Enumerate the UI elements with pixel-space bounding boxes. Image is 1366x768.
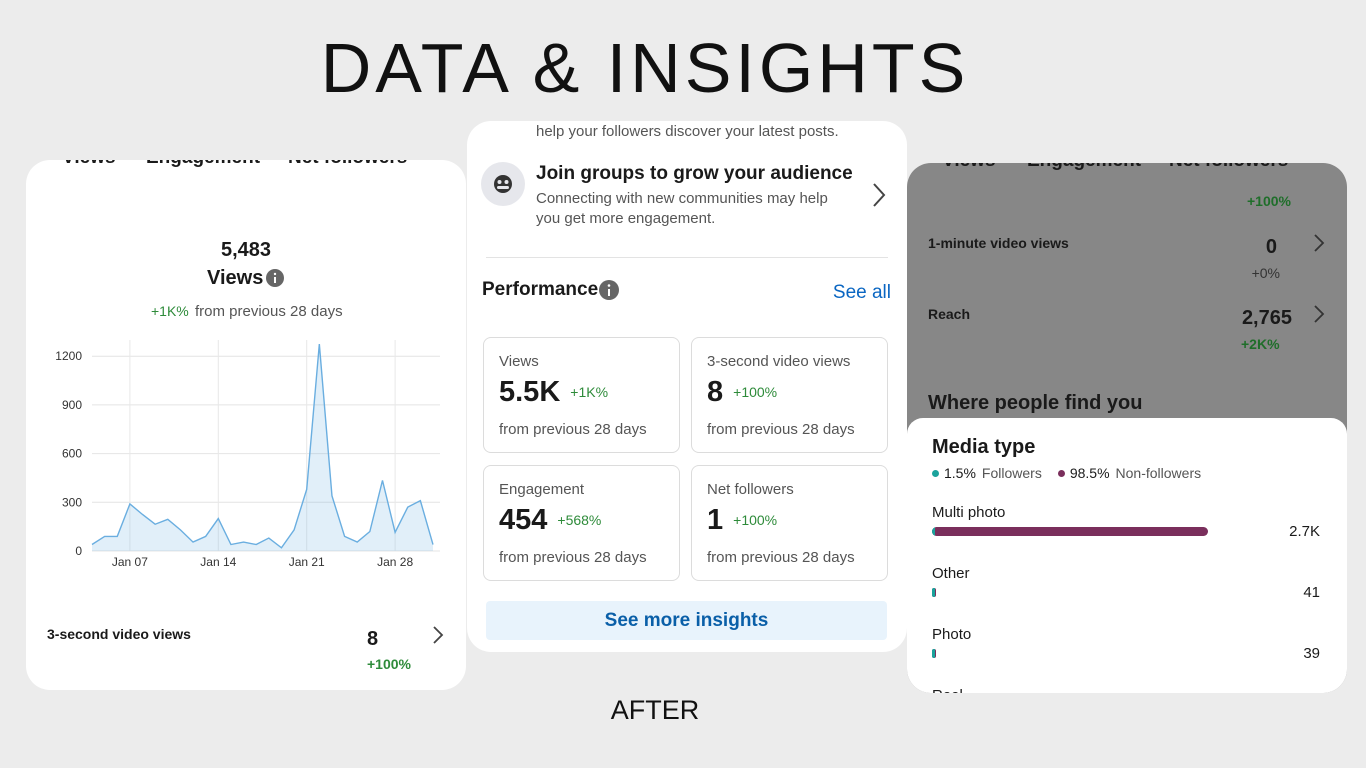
stat-tile: Views 5.5K +1K% from previous 28 days <box>483 337 680 453</box>
change-note: from previous 28 days <box>195 303 343 320</box>
tip-text: Connecting with new communities may help… <box>536 190 828 227</box>
tab[interactable]: Net followers <box>288 160 407 169</box>
media-card: Views Engagement Net followers +100% 1-m… <box>907 163 1347 693</box>
chevron[interactable] <box>431 624 445 646</box>
tile-value: 5.5K <box>499 376 561 408</box>
bar-accent <box>932 527 935 536</box>
tip-title: Join groups to grow your audience <box>536 163 853 184</box>
row-value: 8 <box>367 628 379 650</box>
tile-note: from previous 28 days <box>499 421 647 438</box>
stat-tile: 3-second video views 8 +100% from previous … <box>691 337 888 453</box>
bar-value: 39 <box>1303 645 1320 662</box>
see-more-button[interactable]: See more insights <box>486 601 887 640</box>
tile-note: from previous 28 days <box>707 549 855 566</box>
bottom-sheet: Media type 1.5% Followers 98.5% Non-followe… <box>907 418 1347 693</box>
row-label: 1-minute video views <box>928 235 1069 251</box>
row-label: 3-second video views <box>47 626 191 642</box>
tile-label: Views <box>499 353 539 370</box>
tile-change: +1K% <box>570 384 609 400</box>
tab[interactable]: Views <box>942 163 996 172</box>
row-change: +100% <box>367 656 411 672</box>
bar-label: Reel <box>932 687 963 693</box>
tab[interactable]: Net followers <box>1169 163 1288 172</box>
row-label: Reach <box>928 306 971 322</box>
chevron[interactable] <box>871 181 887 209</box>
row-value: 2,765 <box>1241 307 1292 329</box>
change: +1K% <box>151 303 189 319</box>
tab[interactable]: Engagement <box>146 160 260 169</box>
text: help your followers discover your latest… <box>536 123 839 140</box>
views-card: Views Engagement Net followers 5,483 Vie… <box>26 160 466 690</box>
legend-name: Non-followers <box>1115 465 1202 481</box>
performance-card: help your followers discover your latest… <box>467 121 907 652</box>
tile-note: from previous 28 days <box>707 421 855 438</box>
row-change: +2K% <box>1241 336 1280 352</box>
slide-title: DATA & INSIGHTS <box>320 29 970 107</box>
tab[interactable]: Engagement <box>1027 163 1141 172</box>
tile-label: Net followers <box>707 481 794 498</box>
metric: Views <box>207 267 264 289</box>
bar-label: Other <box>932 565 970 582</box>
tile-label: 3-second video views <box>707 353 851 370</box>
legend-dot <box>932 470 939 477</box>
bar-value: 2.7K <box>1289 523 1320 540</box>
bar-label: Multi photo <box>932 504 1006 521</box>
groups-icon <box>481 162 525 206</box>
tile-value: 8 <box>707 376 724 408</box>
section-title: Performance <box>482 279 599 300</box>
legend-name: Followers <box>981 465 1042 481</box>
tab[interactable]: Views <box>62 160 116 169</box>
info-icon[interactable] <box>599 280 619 300</box>
chevron[interactable] <box>1312 232 1326 254</box>
see-all-link[interactable]: See all <box>832 282 891 303</box>
bar-label: Photo <box>932 626 972 643</box>
bar-value: 41 <box>1303 584 1320 601</box>
info-icon[interactable] <box>266 269 284 287</box>
row-change: +100% <box>1247 193 1291 209</box>
stat-tile: Engagement 454 +568% from previous 28 days <box>483 465 680 581</box>
sheet-title: Media type <box>932 436 1036 458</box>
tile-label: Engagement <box>499 481 585 498</box>
tile-change: +100% <box>733 512 778 528</box>
chevron[interactable] <box>1312 303 1326 325</box>
tile-change: +568% <box>557 512 602 528</box>
row-value: 0 <box>1265 236 1277 258</box>
tile-value: 454 <box>499 504 548 536</box>
bar <box>932 649 936 658</box>
bar <box>932 588 937 597</box>
stat-tile: Net followers 1 +100% from previous 28 days <box>691 465 888 581</box>
divider <box>486 257 888 258</box>
tile-note: from previous 28 days <box>499 549 647 566</box>
tile-value: 1 <box>707 504 724 536</box>
legend-dot <box>1057 470 1065 477</box>
bar <box>932 527 1208 536</box>
slide-footer: AFTER <box>610 695 700 725</box>
total: 5,483 <box>220 239 272 261</box>
section-title: Where people find you <box>928 392 1143 414</box>
legend-share: 1.5% <box>944 465 976 481</box>
bar-accent <box>932 649 935 658</box>
bar-accent <box>932 588 935 597</box>
tile-change: +100% <box>733 384 778 400</box>
legend-share: 98.5% <box>1069 465 1110 481</box>
row-change: +0% <box>1251 265 1280 281</box>
